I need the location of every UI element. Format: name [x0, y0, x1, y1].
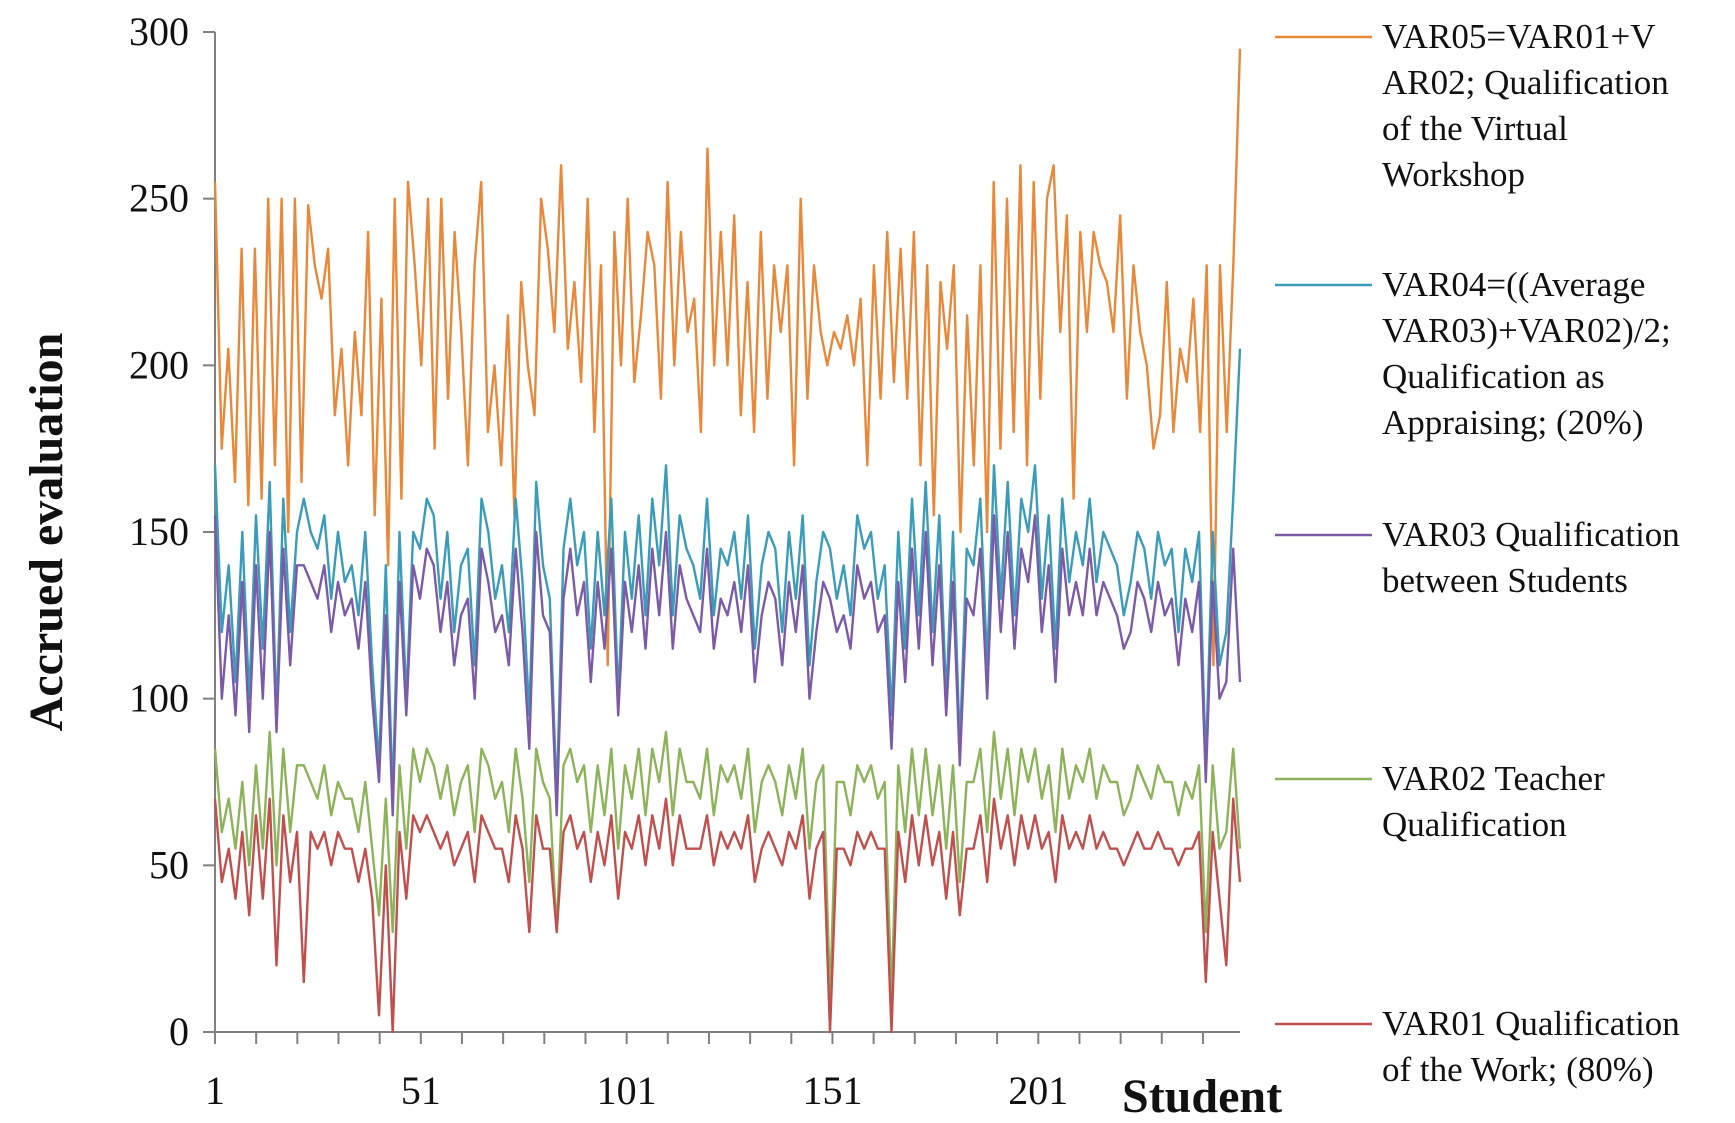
series-line-var01 [215, 799, 1240, 1032]
legend-label: of the Virtual [1382, 109, 1568, 148]
legend-label: of the Work; (80%) [1382, 1050, 1654, 1089]
y-tick-label: 150 [129, 509, 189, 554]
x-tick-label: 1 [205, 1068, 225, 1113]
legend-item-var02: VAR02 Teacher Qualification [1275, 759, 1605, 844]
legend-label: VAR03 Qualification [1382, 515, 1680, 554]
legend-item-var05: VAR05=VAR01+V AR02; Qualification of the V… [1275, 17, 1669, 194]
legend-label: VAR05=VAR01+V [1382, 17, 1656, 56]
legend-item-var01: VAR01 Qualification of the Work; (80%) [1275, 1004, 1680, 1089]
legend-label: between Students [1382, 561, 1628, 600]
legend-label: VAR02 Teacher [1382, 759, 1605, 798]
legend-label: AR02; Qualification [1382, 63, 1669, 102]
legend-label: VAR03)+VAR02)/2; [1382, 311, 1671, 350]
legend: VAR05=VAR01+V AR02; Qualification of the V… [1275, 17, 1680, 1089]
legend-item-var04: VAR04=((Average VAR03)+VAR02)/2; Qualifica… [1275, 265, 1671, 442]
x-axis-title: Student [1122, 1070, 1282, 1123]
x-axis-ticks: 1 51 101 151 201 [205, 1032, 1203, 1113]
series-lines [215, 49, 1240, 1032]
legend-label: VAR01 Qualification [1382, 1004, 1680, 1043]
legend-label: Qualification [1382, 805, 1567, 844]
legend-label: Appraising; (20%) [1382, 403, 1643, 442]
y-axis-title: Accrued evaluation [20, 333, 73, 732]
y-axis-ticks: 0 50 100 150 200 250 300 [129, 9, 215, 1054]
x-tick-label: 51 [401, 1068, 441, 1113]
legend-label: VAR04=((Average [1382, 265, 1645, 304]
y-tick-label: 300 [129, 9, 189, 54]
y-tick-label: 200 [129, 342, 189, 387]
y-tick-label: 250 [129, 176, 189, 221]
y-tick-label: 100 [129, 676, 189, 721]
x-tick-label: 151 [802, 1068, 862, 1113]
y-tick-label: 50 [149, 842, 189, 887]
legend-label: Workshop [1382, 155, 1525, 194]
legend-item-var03: VAR03 Qualification between Students [1275, 515, 1680, 600]
x-tick-label: 201 [1008, 1068, 1068, 1113]
x-tick-label: 101 [597, 1068, 657, 1113]
legend-label: Qualification as [1382, 357, 1605, 396]
y-tick-label: 0 [169, 1009, 189, 1054]
